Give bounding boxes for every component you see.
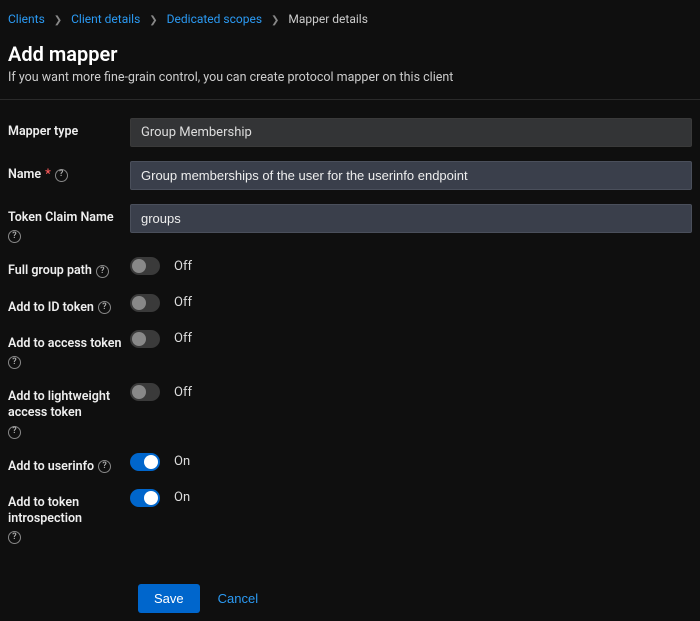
add-access-token-state: Off [174,331,192,346]
page-header: Add mapper If you want more fine-grain c… [0,34,700,100]
add-introspection-label: Add to token introspection [8,495,130,528]
mapper-form: Mapper type Group Membership Name * ? To… [0,100,700,621]
add-id-token-state: Off [174,295,192,310]
breadcrumb-link-client-details[interactable]: Client details [71,12,140,26]
help-icon[interactable]: ? [8,426,21,439]
help-icon[interactable]: ? [8,230,21,243]
chevron-right-icon: ❯ [48,15,68,26]
page-subtitle: If you want more fine-grain control, you… [8,70,692,85]
chevron-right-icon: ❯ [265,15,285,26]
help-icon[interactable]: ? [55,169,68,182]
full-group-path-toggle[interactable] [130,257,160,275]
help-icon[interactable]: ? [8,356,21,369]
add-lightweight-state: Off [174,385,192,400]
breadcrumb-link-dedicated-scopes[interactable]: Dedicated scopes [167,12,262,26]
name-input[interactable] [130,161,692,190]
save-button[interactable]: Save [138,584,200,613]
breadcrumb-link-clients[interactable]: Clients [8,12,45,26]
full-group-path-state: Off [174,259,192,274]
help-icon[interactable]: ? [98,460,111,473]
add-userinfo-label: Add to userinfo [8,459,94,475]
mapper-type-value: Group Membership [130,118,692,147]
add-introspection-state: On [174,490,190,505]
mapper-type-label: Mapper type [8,124,78,140]
required-indicator: * [45,167,51,183]
add-introspection-toggle[interactable] [130,489,160,507]
breadcrumb: Clients ❯ Client details ❯ Dedicated sco… [0,0,700,34]
chevron-right-icon: ❯ [143,15,163,26]
add-id-token-label: Add to ID token [8,300,94,316]
page-title: Add mapper [8,42,692,66]
help-icon[interactable]: ? [8,531,21,544]
add-id-token-toggle[interactable] [130,294,160,312]
token-claim-input[interactable] [130,204,692,233]
breadcrumb-current: Mapper details [288,12,368,26]
add-userinfo-state: On [174,454,190,469]
add-userinfo-toggle[interactable] [130,453,160,471]
add-access-token-toggle[interactable] [130,330,160,348]
full-group-path-label: Full group path [8,263,92,279]
token-claim-label: Token Claim Name [8,210,114,226]
name-label: Name [8,167,41,183]
help-icon[interactable]: ? [96,265,109,278]
help-icon[interactable]: ? [98,301,111,314]
add-lightweight-label: Add to lightweight access token [8,389,130,422]
add-access-token-label: Add to access token [8,336,122,352]
add-lightweight-toggle[interactable] [130,383,160,401]
cancel-button[interactable]: Cancel [218,591,258,606]
